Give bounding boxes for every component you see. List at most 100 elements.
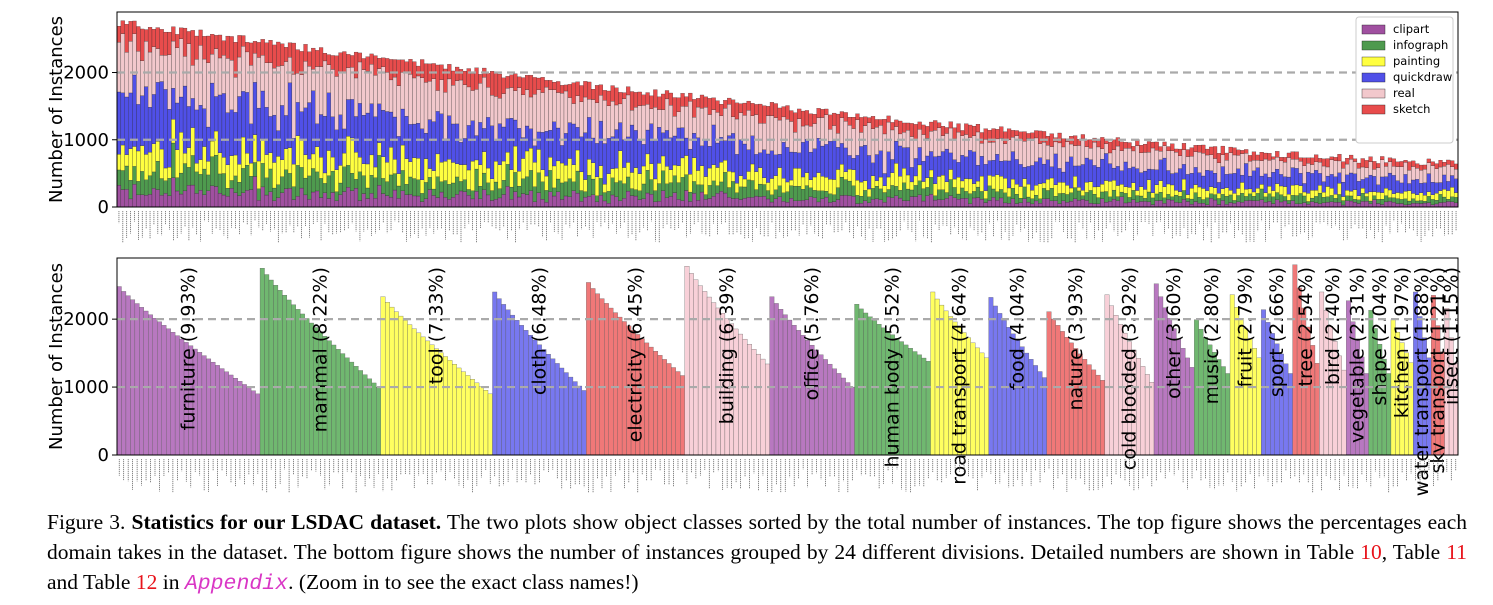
stacked-bar-segment-painting: [1314, 190, 1319, 197]
stacked-bar-segment-painting: [863, 180, 868, 191]
stacked-bar-segment-infograph: [828, 193, 833, 203]
stacked-bar-segment-infograph: [1271, 196, 1276, 204]
group-fruit: fruit (2.79%): [1229, 267, 1262, 456]
stacked-bar-segment-infograph: [455, 176, 460, 195]
table-10-link[interactable]: 10: [1360, 540, 1382, 564]
stacked-bar-segment-painting: [120, 144, 125, 171]
stacked-bar-segment-real: [1263, 158, 1268, 175]
stacked-bar-segment-sketch: [676, 97, 681, 112]
stacked-bar-segment-quickdraw: [439, 113, 444, 163]
stacked-bar-segment-clipart: [1049, 200, 1054, 208]
bar: [1091, 369, 1097, 456]
stacked-bar-segment-real: [1271, 159, 1276, 173]
stacked-bar-segment-clipart: [804, 199, 810, 208]
stacked-bar-segment-clipart: [408, 194, 413, 208]
stacked-bar-segment-sketch: [202, 36, 207, 60]
stacked-bar-segment-clipart: [559, 199, 565, 208]
stacked-bar-segment-real: [777, 119, 782, 155]
stacked-bar-segment-clipart: [956, 199, 961, 208]
legend: clipartinfographpaintingquickdrawrealske…: [1355, 16, 1454, 144]
stacked-bar-segment-sketch: [626, 86, 631, 96]
stacked-bar-segment-sketch: [956, 123, 961, 133]
stacked-bar-segment-sketch: [540, 77, 545, 93]
stacked-bar-segment-quickdraw: [318, 114, 324, 158]
bar: [760, 358, 766, 456]
stacked-bar-segment-quickdraw: [1345, 174, 1350, 191]
stacked-bar-segment-painting: [929, 169, 934, 178]
stacked-bar-segment-painting: [167, 167, 172, 179]
stacked-bar-segment-clipart: [999, 197, 1004, 208]
stacked-bar-segment-clipart: [707, 198, 712, 208]
stacked-bar-segment-real: [769, 115, 775, 151]
bar: [599, 298, 605, 456]
stacked-bar-segment-real: [400, 72, 405, 110]
stacked-bar-segment-sketch: [198, 29, 203, 46]
stacked-bar-segment-painting: [373, 166, 378, 178]
stacked-bar-segment-painting: [905, 174, 911, 190]
stacked-bar-segment-sketch: [680, 93, 685, 107]
stacked-bar-segment-painting: [696, 170, 701, 185]
stacked-bar-segment-sketch: [249, 42, 254, 66]
stacked-bar-segment-infograph: [1158, 192, 1163, 201]
stacked-bar-segment-clipart: [1080, 199, 1085, 208]
stacked-bar-segment-infograph: [1372, 195, 1377, 200]
stacked-bar-segment-clipart: [754, 195, 759, 208]
caption-in: in: [162, 570, 180, 594]
stacked-bar-segment-infograph: [307, 175, 312, 200]
stacked-bar-segment-painting: [548, 157, 553, 171]
stacked-bar-segment-real: [1290, 159, 1295, 168]
table-12-link[interactable]: 12: [135, 570, 158, 594]
table-11-link[interactable]: 11: [1446, 540, 1468, 564]
stacked-bar-segment-sketch: [1209, 146, 1214, 155]
stacked-bar-segment-painting: [789, 179, 794, 186]
stacked-bar-segment-painting: [1123, 186, 1128, 194]
stacked-bar-segment-quickdraw: [867, 155, 872, 190]
stacked-bar-segment-painting: [455, 163, 460, 178]
stacked-bar-segment-painting: [633, 167, 638, 190]
bar: [1028, 359, 1034, 456]
stacked-bar-segment-clipart: [653, 201, 658, 208]
stacked-bar-segment-painting: [1247, 188, 1253, 194]
stacked-bar-segment-clipart: [1034, 200, 1039, 208]
stacked-bar-segment-infograph: [1407, 200, 1412, 205]
stacked-bar-segment-clipart: [241, 192, 246, 208]
stacked-bar-segment-clipart: [225, 196, 230, 208]
stacked-bar-segment-sketch: [330, 55, 335, 70]
stacked-bar-segment-clipart: [1104, 202, 1109, 208]
stacked-bar-segment-sketch: [661, 93, 666, 110]
stacked-bar-segment-real: [272, 67, 277, 116]
stacked-bar-segment-sketch: [171, 26, 176, 42]
stacked-bar-segment-painting: [318, 157, 324, 179]
bar: [823, 359, 828, 456]
stacked-bar-segment-painting: [680, 157, 685, 178]
stacked-bar-segment-painting: [1286, 193, 1291, 201]
stacked-bar-segment-real: [602, 100, 607, 144]
stacked-bar-segment-infograph: [835, 187, 841, 200]
stacked-bar-segment-real: [622, 98, 627, 140]
stacked-bar-segment-clipart: [917, 194, 922, 208]
stacked-bar-segment-infograph: [1426, 196, 1431, 203]
stacked-bar-segment-infograph: [182, 163, 188, 192]
stacked-bar-segment-painting: [509, 169, 514, 188]
stacked-bar-segment-infograph: [190, 155, 195, 186]
appendix-link[interactable]: Appendix: [184, 572, 289, 596]
stacked-bar-segment-real: [1232, 154, 1237, 174]
stacked-bar-segment-sketch: [1426, 158, 1431, 163]
stacked-bar-segment-real: [1341, 168, 1346, 183]
stacked-bar-segment-clipart: [785, 202, 790, 208]
stacked-bar-segment-clipart: [1115, 200, 1120, 208]
stacked-bar-segment-infograph: [1041, 188, 1047, 199]
stacked-bar-segment-sketch: [455, 66, 460, 81]
stacked-bar-segment-real: [295, 73, 300, 103]
stacked-bar-segment-infograph: [1446, 199, 1451, 202]
stacked-bar-segment-painting: [1139, 186, 1144, 197]
stacked-bar-segment-sketch: [241, 35, 246, 47]
stacked-bar-segment-sketch: [738, 103, 743, 113]
stacked-bar-segment-sketch: [1275, 151, 1280, 158]
stacked-bar-segment-quickdraw: [373, 116, 378, 168]
stacked-bar-segment-clipart: [1065, 202, 1070, 208]
stacked-bar-segment-real: [839, 117, 844, 144]
stacked-bar-segment-real: [1139, 152, 1144, 173]
legend-label-clipart: clipart: [1393, 22, 1430, 36]
stacked-bar-segment-painting: [447, 159, 452, 185]
